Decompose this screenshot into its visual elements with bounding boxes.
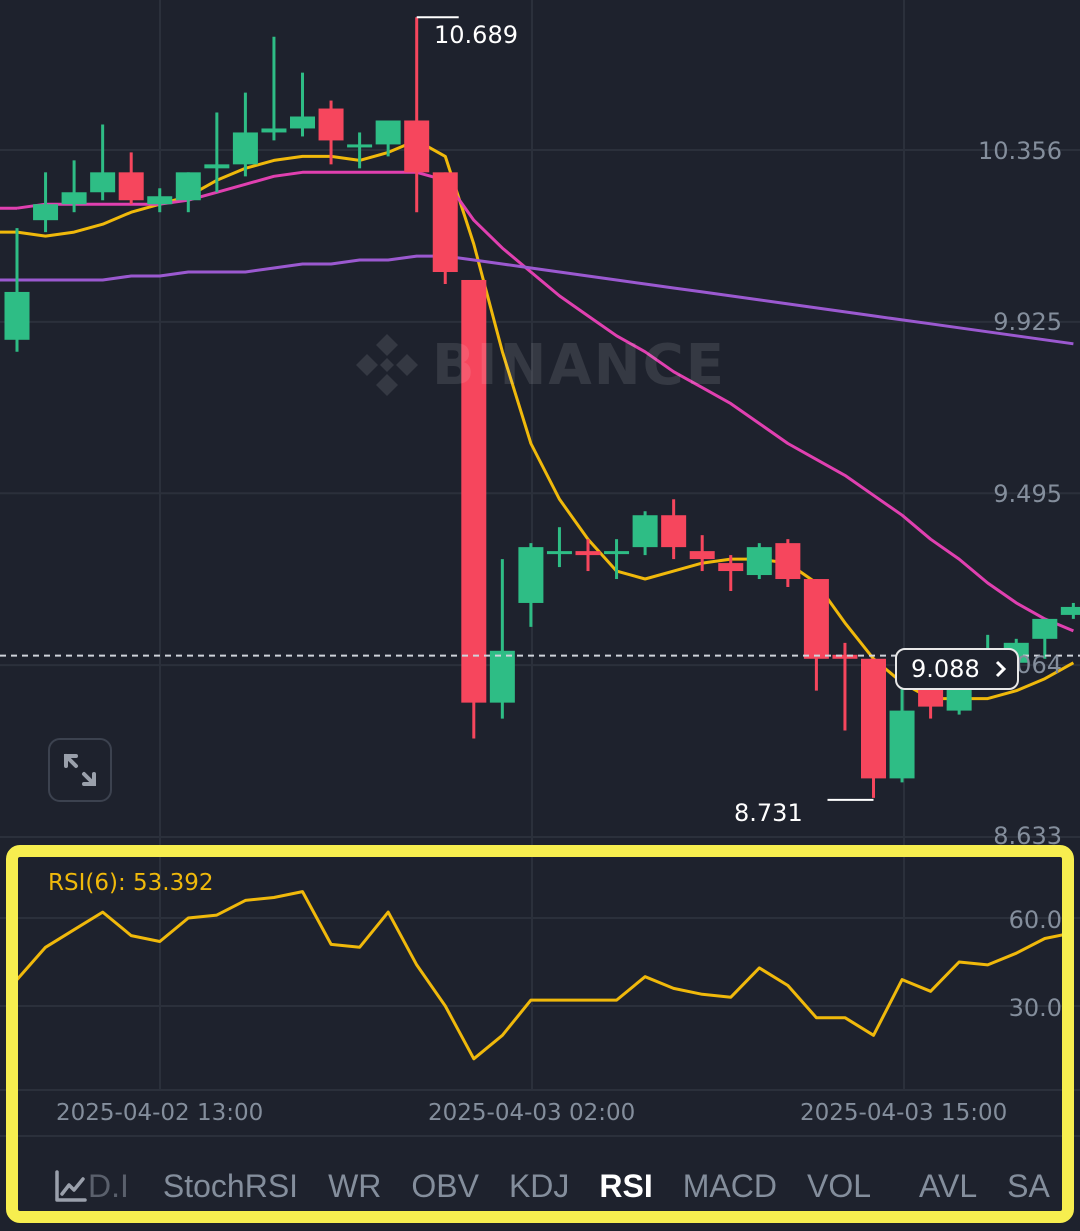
tab-partial[interactable]: D.I xyxy=(88,1167,129,1204)
candle-body xyxy=(61,192,87,205)
candle-body xyxy=(746,547,772,576)
candle-body xyxy=(718,563,744,572)
candle-body xyxy=(261,128,287,133)
chevron-right-icon xyxy=(995,660,1006,678)
candle-body xyxy=(175,172,201,201)
binance-watermark: BINANCE xyxy=(352,330,726,400)
candle-body xyxy=(689,551,715,560)
candle-body xyxy=(318,108,344,141)
candle-body xyxy=(775,543,801,580)
candle-body xyxy=(1032,618,1058,639)
candle-body xyxy=(232,132,258,165)
candle-body xyxy=(204,164,230,169)
candle-body xyxy=(404,120,430,173)
tab-rsi[interactable]: RSI xyxy=(599,1167,653,1204)
price-axis-label: 9.495 xyxy=(993,480,1062,508)
time-axis-label: 2025-04-03 02:00 xyxy=(428,1100,636,1126)
time-axis-label: 2025-04-02 13:00 xyxy=(56,1100,264,1126)
tab-vol[interactable]: VOL xyxy=(806,1167,871,1204)
indicator-tabs: D.I StochRSI WR OBV KDJ RSI MACD VOL AVL… xyxy=(18,1150,1062,1222)
low-price-label: 8.731 xyxy=(734,799,803,827)
candle-body xyxy=(518,547,544,603)
indicator-settings-button[interactable] xyxy=(54,1169,88,1203)
candle-body xyxy=(546,551,572,555)
candle-body xyxy=(661,515,687,548)
candle-body xyxy=(90,172,116,193)
price-axis-label: 10.356 xyxy=(978,137,1062,165)
tab-sar[interactable]: SA xyxy=(1007,1167,1050,1204)
ma-line xyxy=(17,254,1074,346)
chart-trend-icon xyxy=(55,1170,87,1202)
tab-kdj[interactable]: KDJ xyxy=(508,1167,570,1204)
high-low-markers xyxy=(416,16,874,801)
rsi-grid-lines xyxy=(0,917,1080,1007)
candle-body xyxy=(861,658,886,779)
candle-body xyxy=(147,196,173,205)
candle-body xyxy=(889,710,915,779)
candle-body xyxy=(632,515,658,548)
candle-body xyxy=(803,579,829,659)
tab-avl[interactable]: AVL xyxy=(919,1167,978,1204)
candle-body xyxy=(575,551,601,556)
tab-macd[interactable]: MACD xyxy=(682,1167,777,1204)
candle-body xyxy=(432,172,458,273)
candle-body xyxy=(1060,606,1080,615)
candle-body xyxy=(832,654,858,659)
rsi-axis-label: 60.0 xyxy=(1008,906,1062,934)
expand-icon xyxy=(64,754,96,786)
rsi-legend: RSI(6): 53.392 xyxy=(48,870,214,896)
tab-wr[interactable]: WR xyxy=(328,1167,382,1204)
high-price-label: 10.689 xyxy=(434,21,518,49)
candle-body xyxy=(461,279,487,703)
candle-body xyxy=(118,172,144,201)
candle-body xyxy=(33,204,59,221)
watermark-text: BINANCE xyxy=(432,332,726,398)
candle-body xyxy=(375,120,401,145)
rsi-axis-label: 30.0 xyxy=(1008,994,1062,1022)
tab-obv[interactable]: OBV xyxy=(411,1167,479,1204)
candle-body xyxy=(290,116,315,129)
fullscreen-button[interactable] xyxy=(48,738,112,802)
grid-lines xyxy=(0,0,1080,860)
candlesticks xyxy=(4,17,1080,798)
candle-body xyxy=(489,650,515,703)
tab-stochrsi[interactable]: StochRSI xyxy=(162,1167,299,1204)
candle-body xyxy=(4,291,30,340)
candle-body xyxy=(604,551,630,555)
binance-logo-icon xyxy=(356,334,418,396)
rsi-line xyxy=(15,890,1074,1061)
price-axis-label: 9.925 xyxy=(993,308,1062,336)
current-price-value: 9.088 xyxy=(911,655,980,683)
price-chart[interactable] xyxy=(0,0,1080,860)
time-axis-label: 2025-04-03 15:00 xyxy=(800,1100,1008,1126)
current-price-tag[interactable]: 9.088 xyxy=(895,648,1019,690)
candle-body xyxy=(347,144,373,148)
